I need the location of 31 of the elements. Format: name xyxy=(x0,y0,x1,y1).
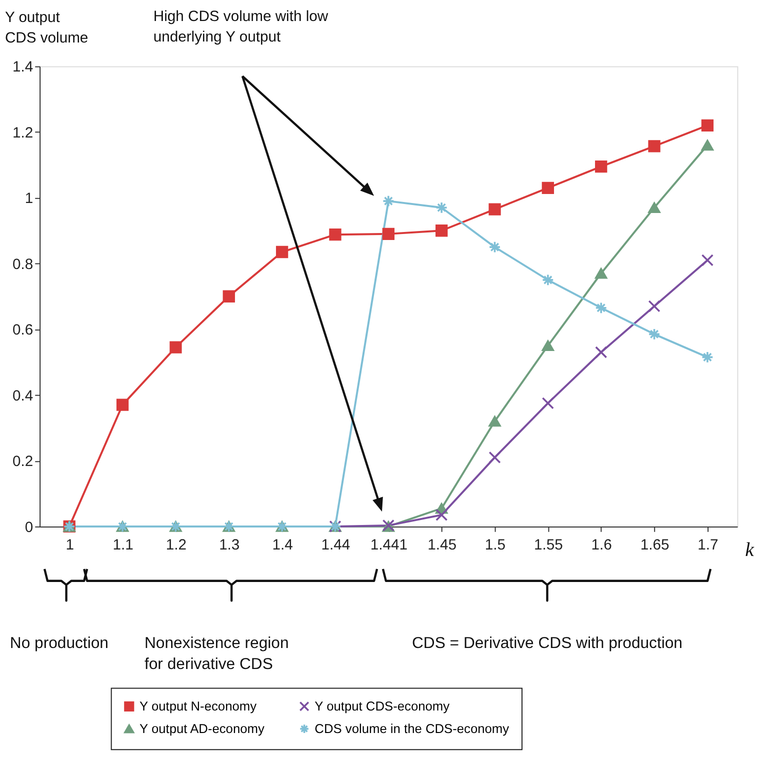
x-axis-title: k xyxy=(745,539,756,562)
x-tick-label: 1.6 xyxy=(591,538,612,554)
x-tick-label: 1.4 xyxy=(272,538,293,554)
legend-label: Y output CDS-economy xyxy=(314,698,450,714)
x-tick-label: 1.55 xyxy=(534,538,563,554)
x-tick-label: 1.441 xyxy=(370,538,408,554)
text: High CDS volume with low underlying Y output xyxy=(153,8,328,46)
x-tick-label: 1 xyxy=(66,538,74,554)
y-tick-label: 0.6 xyxy=(12,322,34,339)
legend-label: Y output AD-economy xyxy=(140,720,265,736)
x-tick-label: 1.2 xyxy=(166,538,187,554)
y-axis-title: Y output CDS volume xyxy=(4,10,88,47)
x-tick-label: 1.5 xyxy=(484,538,506,554)
y-tick-label: 0.2 xyxy=(12,454,34,470)
y-tick-label: 1.4 xyxy=(12,60,34,76)
y-tick-label: 1.2 xyxy=(12,125,34,142)
y-tick-label: 0.8 xyxy=(12,256,34,273)
text: Nonexistence region for derivative CDS xyxy=(144,635,289,673)
x-tick-label: 1.44 xyxy=(321,538,350,554)
x-tick-label: 1.45 xyxy=(428,538,457,554)
x-tick-label: 1.3 xyxy=(219,538,240,554)
legend-label: CDS volume in the CDS-economy xyxy=(314,720,510,736)
y-tick-label: 0.4 xyxy=(12,388,34,404)
text: CDS = Derivative CDS with production xyxy=(412,635,682,652)
x-tick-label: 1.7 xyxy=(698,538,718,554)
y-tick-label: 0 xyxy=(24,520,34,536)
text: No production xyxy=(10,635,108,652)
x-tick-label: 1.65 xyxy=(640,538,670,554)
x-tick-label: 1.1 xyxy=(112,538,134,554)
y-tick-label: 1 xyxy=(24,191,34,208)
legend-label: Y output N-economy xyxy=(140,698,258,714)
